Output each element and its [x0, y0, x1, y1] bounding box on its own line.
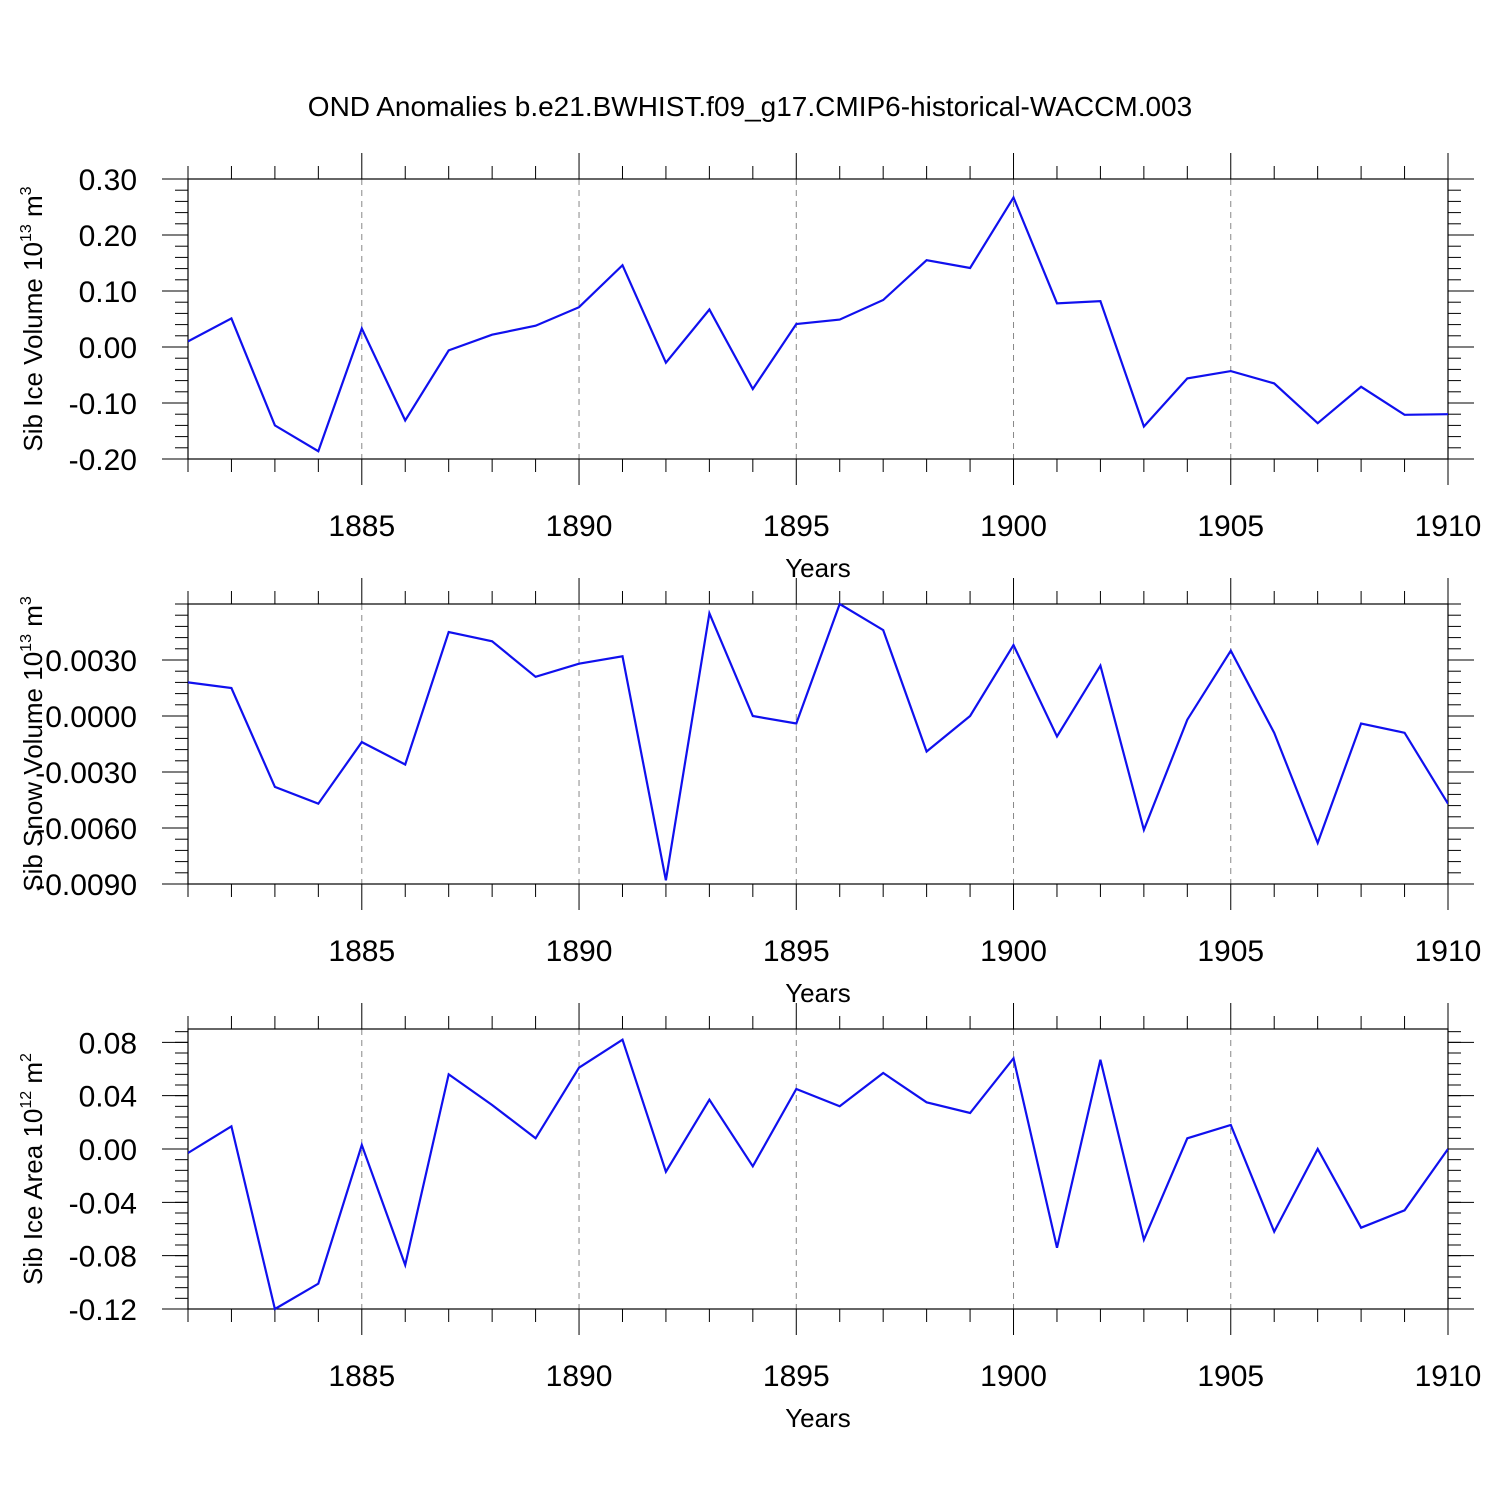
x-axis-label: Years	[785, 978, 851, 1008]
panels: -0.20 -0.10 0.00 0.10 0.20 0.30 1885 1890 1895 19…	[18, 153, 1481, 1433]
x-tick-label: 1885	[328, 510, 395, 543]
y-tick-label: 0.30	[79, 164, 137, 197]
y-axis-label: Sib Snow Volume 1013 m3	[18, 596, 48, 892]
y-tick-label: -0.0030	[35, 757, 137, 790]
sib-snow-volume-panel: -0.0090 -0.0060 -0.0030 0.0000 0.0030 1885 189…	[18, 578, 1481, 1008]
y-tick-label: -0.0060	[35, 813, 137, 846]
y-tick-label: 0.04	[79, 1081, 137, 1114]
y-tick-label: 0.0000	[45, 701, 137, 734]
x-tick-label: 1905	[1197, 935, 1264, 968]
figure-title: OND Anomalies b.e21.BWHIST.f09_g17.CMIP6…	[308, 91, 1192, 122]
y-axis-label: Sib Ice Volume 1013 m3	[18, 186, 48, 451]
y-tick-label: 0.0030	[45, 645, 137, 678]
plot-frame	[188, 604, 1448, 884]
x-tick-label: 1905	[1197, 1360, 1264, 1393]
x-tick-label: 1910	[1415, 510, 1482, 543]
sib-ice-area-series-line	[188, 1040, 1448, 1309]
y-tick-label: 0.10	[79, 276, 137, 309]
x-axis-label: Years	[785, 1403, 851, 1433]
x-tick-label: 1895	[763, 1360, 830, 1393]
x-tick-label: 1895	[763, 935, 830, 968]
y-tick-label: 0.00	[79, 1134, 137, 1167]
y-tick-label: -0.10	[69, 388, 137, 421]
x-tick-label: 1890	[546, 510, 613, 543]
sib-ice-volume-series-line	[188, 198, 1448, 452]
figure: OND Anomalies b.e21.BWHIST.f09_g17.CMIP6…	[0, 0, 1500, 1500]
y-tick-label: 0.20	[79, 220, 137, 253]
sib-snow-volume-series-line	[188, 604, 1448, 880]
y-tick-label: -0.04	[69, 1187, 137, 1220]
x-tick-label: 1900	[980, 1360, 1047, 1393]
y-tick-label: -0.20	[69, 444, 137, 477]
y-tick-label: -0.0090	[35, 869, 137, 902]
y-tick-label: 0.00	[79, 332, 137, 365]
x-tick-label: 1895	[763, 510, 830, 543]
x-tick-label: 1900	[980, 510, 1047, 543]
sib-ice-area-panel: -0.12 -0.08 -0.04 0.00 0.04 0.08 1885 1890 1895 1…	[18, 1003, 1481, 1433]
y-tick-label: -0.12	[69, 1294, 137, 1327]
x-tick-label: 1885	[328, 1360, 395, 1393]
x-tick-label: 1890	[546, 935, 613, 968]
y-tick-label: 0.08	[79, 1027, 137, 1060]
plot-frame	[188, 1029, 1448, 1309]
sib-ice-volume-panel: -0.20 -0.10 0.00 0.10 0.20 0.30 1885 1890 1895 19…	[18, 153, 1481, 583]
x-tick-label: 1885	[328, 935, 395, 968]
plot-frame	[188, 179, 1448, 459]
x-tick-label: 1890	[546, 1360, 613, 1393]
x-tick-label: 1910	[1415, 935, 1482, 968]
x-axis-label: Years	[785, 553, 851, 583]
x-tick-label: 1910	[1415, 1360, 1482, 1393]
x-tick-label: 1900	[980, 935, 1047, 968]
y-tick-label: -0.08	[69, 1241, 137, 1274]
x-tick-label: 1905	[1197, 510, 1264, 543]
y-axis-label: Sib Ice Area 1012 m2	[18, 1053, 48, 1285]
